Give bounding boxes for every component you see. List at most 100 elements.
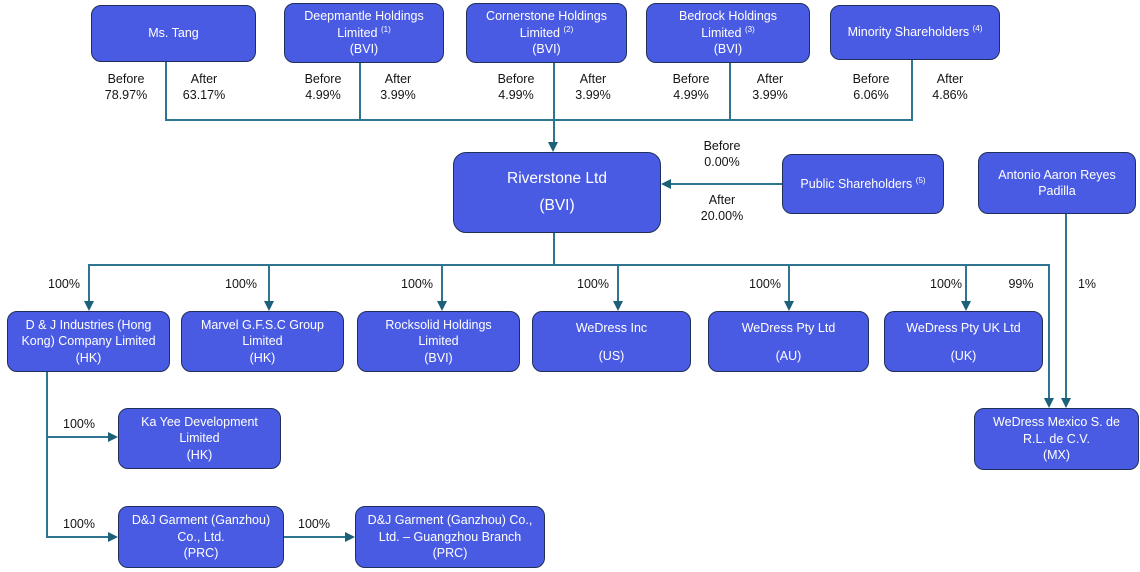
connector-to-garment-branch bbox=[284, 536, 346, 538]
stake-label-garment-branch: 100% bbox=[298, 517, 330, 531]
connector-to-garment bbox=[46, 536, 109, 538]
entity-location: (UK) bbox=[950, 348, 977, 363]
arrowhead-into-riverstone bbox=[548, 142, 558, 152]
after-stake-minority: After 4.86% bbox=[915, 71, 985, 103]
after-stake-deepmantle: After 3.99% bbox=[363, 71, 433, 103]
entity-title: Ms. Tang bbox=[148, 26, 199, 41]
connector-bus-top bbox=[165, 119, 913, 121]
entity-title: Public Shareholders bbox=[800, 176, 913, 191]
before-value: 78.97% bbox=[104, 88, 148, 102]
before-label: Before bbox=[703, 139, 741, 153]
before-value: 6.06% bbox=[853, 88, 889, 102]
arrowhead-1-into-mexico bbox=[1060, 398, 1071, 408]
entity-title: Deepmantle Holdings Limited bbox=[304, 9, 424, 40]
entity-location: (US) bbox=[598, 348, 625, 363]
connector-bedrock-drop bbox=[729, 62, 731, 121]
connector-wedress-au-drop bbox=[788, 264, 790, 302]
entity-location: (HK) bbox=[75, 350, 102, 365]
after-stake-cornerstone: After 3.99% bbox=[558, 71, 628, 103]
entity-box-public-shareholders: Public Shareholders (5) bbox=[782, 154, 944, 214]
before-value: 4.99% bbox=[305, 88, 341, 102]
after-value: 63.17% bbox=[182, 88, 226, 102]
entity-location: (BVI) bbox=[424, 350, 453, 365]
entity-box-ms-tang: Ms. Tang bbox=[91, 5, 256, 62]
before-label: Before bbox=[107, 72, 145, 86]
connector-mexico-99-drop bbox=[1048, 264, 1050, 398]
entity-location: (HK) bbox=[249, 350, 276, 365]
entity-title: Minority Shareholders bbox=[847, 25, 970, 40]
entity-location: (BVI) bbox=[713, 42, 743, 57]
arrowhead-into-wedress-uk bbox=[960, 301, 971, 311]
entity-box-bedrock: Bedrock Holdings Limited (3) (BVI) bbox=[646, 3, 810, 63]
entity-location: (BVI) bbox=[349, 42, 379, 57]
after-value: 20.00% bbox=[700, 209, 744, 223]
connector-wedress-uk-drop bbox=[965, 264, 967, 302]
after-label: After bbox=[936, 72, 964, 86]
after-value: 4.86% bbox=[932, 88, 968, 102]
after-label: After bbox=[190, 72, 218, 86]
arrowhead-into-rocksolid bbox=[436, 301, 447, 311]
stake-label-mexico-1: 1% bbox=[1077, 277, 1097, 291]
footnote-marker: (2) bbox=[563, 24, 574, 34]
entity-title: Cornerstone Holdings Limited bbox=[486, 9, 607, 40]
entity-location: (PRC) bbox=[432, 546, 468, 561]
before-stake-bedrock: Before 4.99% bbox=[656, 71, 726, 103]
connector-riverstone-out bbox=[553, 233, 555, 265]
stake-label-rocksolid: 100% bbox=[401, 277, 433, 291]
connector-deepmantle-drop bbox=[359, 62, 361, 121]
stake-label-garment: 100% bbox=[63, 517, 95, 531]
after-label: After bbox=[756, 72, 784, 86]
after-value: 3.99% bbox=[380, 88, 416, 102]
arrowhead-into-marvel bbox=[263, 301, 274, 311]
before-label: Before bbox=[304, 72, 342, 86]
entity-location: (HK) bbox=[186, 447, 213, 462]
before-label: Before bbox=[852, 72, 890, 86]
entity-box-cornerstone: Cornerstone Holdings Limited (2) (BVI) bbox=[466, 3, 627, 63]
entity-box-deepmantle: Deepmantle Holdings Limited (1) (BVI) bbox=[284, 3, 444, 63]
before-stake-minority: Before 6.06% bbox=[836, 71, 906, 103]
after-label: After bbox=[708, 193, 736, 207]
entity-title: D&J Garment (Ganzhou) Co., Ltd. bbox=[131, 513, 271, 544]
arrowhead-into-kayee bbox=[108, 431, 118, 442]
stake-label-mexico-99: 99% bbox=[1008, 277, 1034, 291]
entity-title: Marvel G.F.S.C Group Limited bbox=[201, 317, 324, 349]
stake-label-wedress-uk: 100% bbox=[930, 277, 962, 291]
entity-title: Bedrock Holdings Limited bbox=[679, 9, 777, 40]
entity-title: D & J Industries (Hong Kong) Company Lim… bbox=[21, 317, 156, 349]
connector-wedress-inc-drop bbox=[617, 264, 619, 302]
entity-box-garment-branch: D&J Garment (Ganzhou) Co., Ltd. – Guangz… bbox=[355, 506, 545, 568]
entity-box-kayee: Ka Yee Development Limited (HK) bbox=[118, 408, 281, 469]
connector-ms-tang-drop bbox=[165, 62, 167, 121]
before-value: 4.99% bbox=[498, 88, 534, 102]
arrowhead-into-wedress-au bbox=[783, 301, 794, 311]
connector-rocksolid-drop bbox=[441, 264, 443, 302]
connector-to-kayee bbox=[46, 436, 109, 438]
entity-box-rocksolid: Rocksolid Holdings Limited (BVI) bbox=[357, 311, 520, 372]
entity-box-garment: D&J Garment (Ganzhou) Co., Ltd. (PRC) bbox=[118, 506, 284, 568]
after-stake-public: After 20.00% bbox=[687, 192, 757, 224]
connector-dj-industries-down bbox=[46, 372, 48, 538]
entity-location: (PRC) bbox=[183, 546, 219, 561]
after-value: 3.99% bbox=[575, 88, 611, 102]
entity-box-wedress-pty-uk: WeDress Pty UK Ltd (UK) bbox=[884, 311, 1043, 372]
footnote-marker: (1) bbox=[380, 24, 391, 34]
entity-box-minority-shareholders: Minority Shareholders (4) bbox=[830, 5, 1000, 60]
before-value: 0.00% bbox=[704, 155, 740, 169]
stake-label-wedress-au: 100% bbox=[749, 277, 781, 291]
after-label: After bbox=[579, 72, 607, 86]
entity-title: WeDress Pty UK Ltd bbox=[906, 321, 1021, 335]
footnote-marker: (5) bbox=[915, 175, 926, 185]
stake-label-wedress-inc: 100% bbox=[577, 277, 609, 291]
entity-box-wedress-mexico: WeDress Mexico S. de R.L. de C.V. (MX) bbox=[974, 408, 1139, 470]
after-stake-ms-tang: After 63.17% bbox=[169, 71, 239, 103]
entity-title: Rocksolid Holdings Limited bbox=[385, 317, 492, 349]
before-label: Before bbox=[497, 72, 535, 86]
entity-box-wedress-pty-ltd: WeDress Pty Ltd (AU) bbox=[708, 311, 869, 372]
entity-location: (BVI) bbox=[532, 42, 561, 57]
after-value: 3.99% bbox=[752, 88, 788, 102]
connector-dj-industries-drop bbox=[88, 264, 90, 302]
before-value: 4.99% bbox=[673, 88, 709, 102]
entity-location: (AU) bbox=[775, 348, 802, 363]
entity-box-antonio: Antonio Aaron Reyes Padilla bbox=[978, 152, 1136, 214]
stake-label-dj-industries: 100% bbox=[48, 277, 80, 291]
